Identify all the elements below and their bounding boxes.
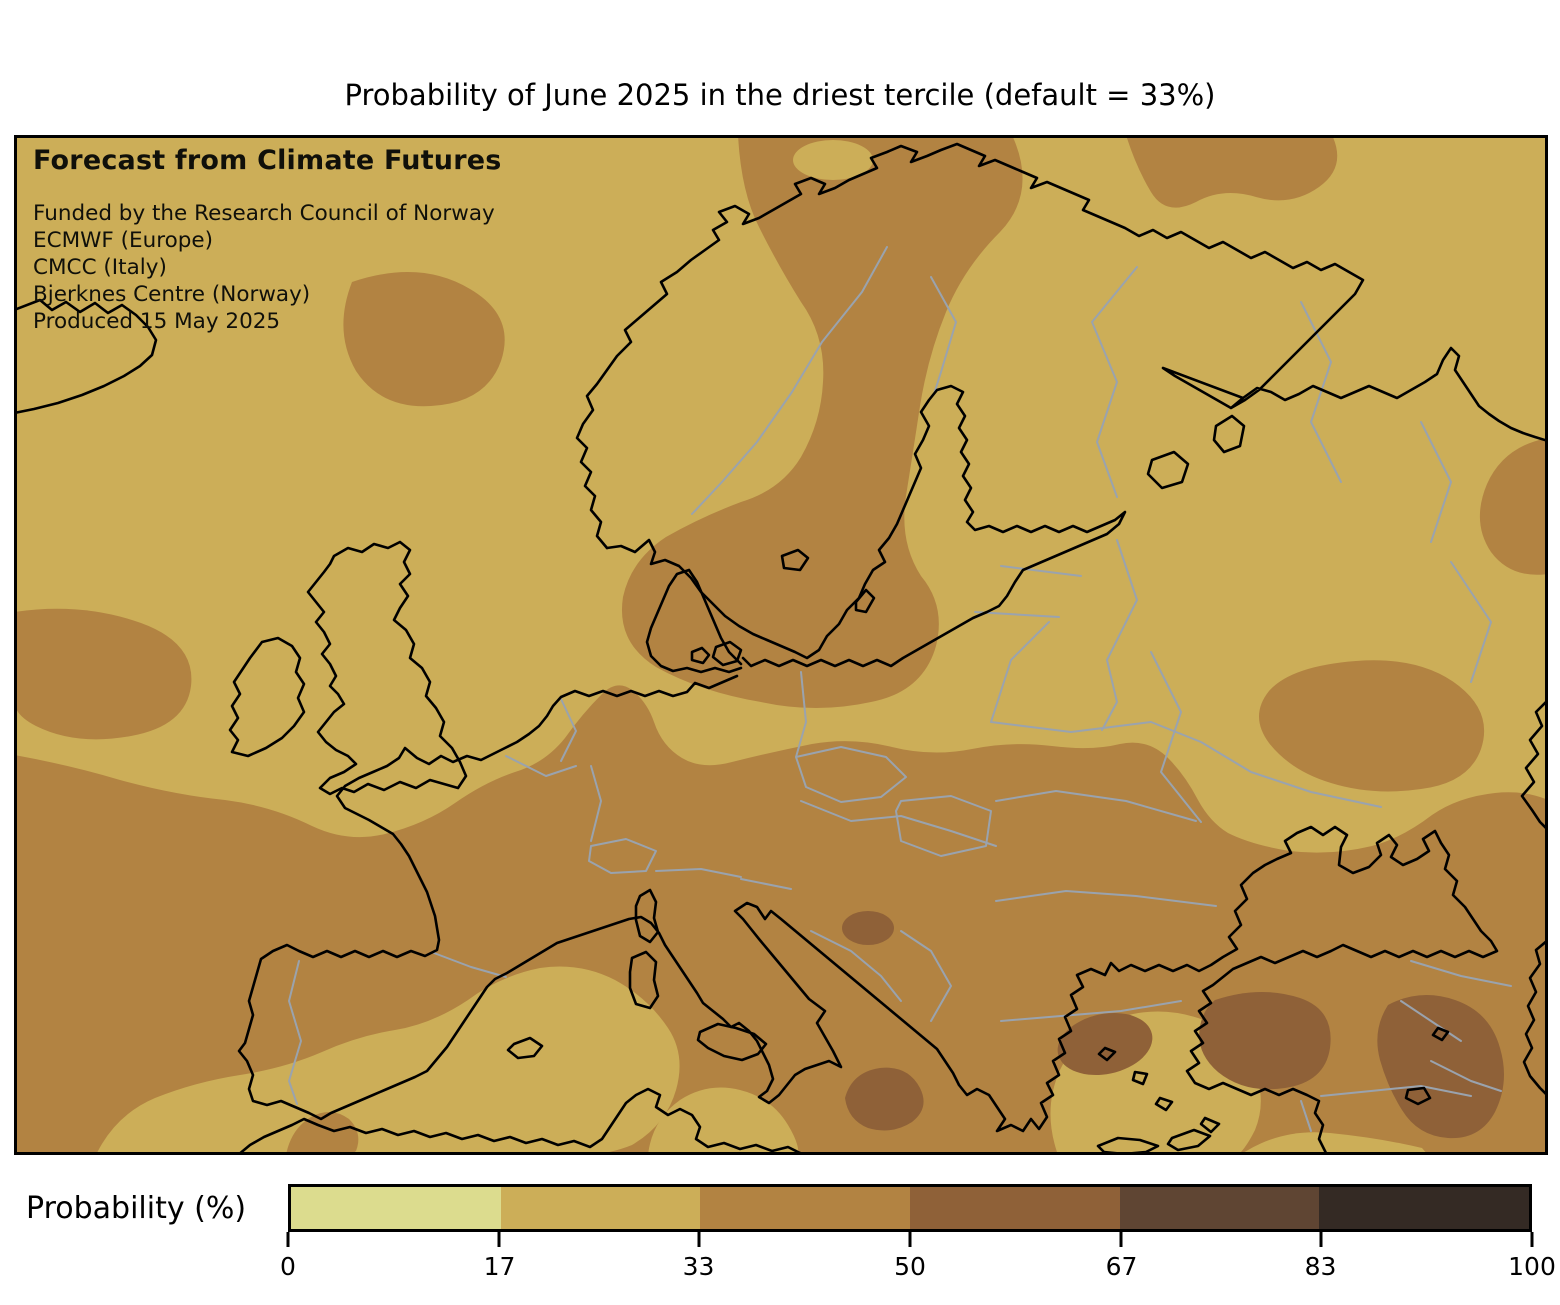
colorbar-segment-33-50: [699, 1187, 910, 1229]
colorbar-tick-mark-67: [1119, 1232, 1123, 1247]
colorbar-tick-label-33: 33: [682, 1252, 715, 1281]
colorbar-segment-17-33: [501, 1187, 700, 1229]
colorbar-tick-label-83: 83: [1304, 1252, 1337, 1281]
colorbar-tick-label-100: 100: [1508, 1252, 1556, 1281]
colorbar-tick-label-17: 17: [483, 1252, 516, 1281]
colorbar-tick-label-0: 0: [280, 1252, 296, 1281]
country-borders: [288, 246, 1512, 1132]
colorbar-tick-mark-33: [697, 1232, 701, 1247]
colorbar-tick-mark-83: [1319, 1232, 1323, 1247]
colorbar-tick-label-50: 50: [894, 1252, 926, 1281]
figure-title: Probability of June 2025 in the driest t…: [344, 78, 1216, 112]
colorbar-tick-mark-17: [497, 1232, 501, 1247]
europe-map: Forecast from Climate Futures Funded by …: [14, 135, 1548, 1155]
colorbar-tick-label-67: 67: [1105, 1252, 1138, 1281]
colorbar-tick-mark-50: [908, 1232, 912, 1247]
colorbar-segment-67-83: [1120, 1187, 1319, 1229]
probability-region-50-67: [842, 911, 1504, 1139]
colorbar-segment-50-67: [909, 1187, 1121, 1229]
colorbar-segment-0-17: [291, 1187, 502, 1229]
colorbar: [288, 1184, 1532, 1232]
probability-region-33-50-gibraltar: [286, 1112, 359, 1152]
colorbar-segment-83-100: [1318, 1187, 1529, 1229]
colorbar-tick-mark-0: [286, 1232, 290, 1247]
europe-map-canvas: [17, 138, 1545, 1152]
colorbar-tick-mark-100: [1530, 1232, 1534, 1247]
coastlines: [17, 142, 1545, 1152]
colorbar-label: Probability (%): [26, 1191, 247, 1226]
